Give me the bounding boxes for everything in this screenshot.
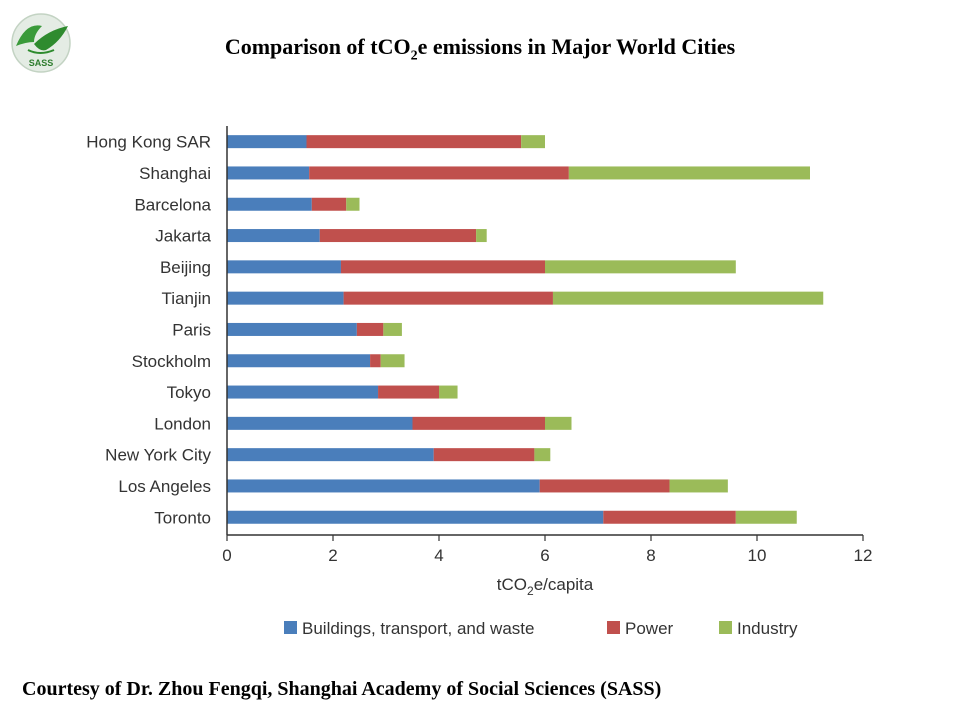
bar-segment-industry [383,322,402,336]
x-tick-label: 6 [540,546,549,565]
category-label: London [154,414,211,433]
x-tick-label: 12 [854,546,873,565]
bar-segment-industry [568,166,810,180]
bar-segment-buildings [227,510,604,524]
x-tick-label: 4 [434,546,443,565]
bar-segment-power [311,197,347,211]
bar-segment-power [343,291,553,305]
bar-segment-buildings [227,166,310,180]
bar-segment-buildings [227,197,312,211]
legend-swatch [607,621,620,634]
bar-segment-power [603,510,736,524]
bar-segment-industry [534,448,551,462]
bar-segment-buildings [227,260,341,274]
category-label: Shanghai [139,164,211,183]
bar-segment-industry [346,197,360,211]
bar-segment-industry [521,135,545,149]
bar-segment-buildings [227,322,357,336]
bar-segment-power [370,354,381,368]
bar-segment-industry [545,416,572,430]
bar-segment-industry [669,479,728,493]
bar-group [227,135,824,524]
bar-segment-power [539,479,670,493]
category-label: Paris [172,320,211,339]
bar-segment-industry [476,229,487,243]
category-label: Tokyo [167,383,211,402]
x-tick-label: 10 [748,546,767,565]
bar-segment-buildings [227,479,540,493]
category-label: Jakarta [155,227,211,246]
footer-credit: Courtesy of Dr. Zhou Fengqi, Shanghai Ac… [22,678,662,700]
x-tick-label: 8 [646,546,655,565]
bar-segment-industry [552,291,824,305]
title-text-post: e emissions in Major World Cities [417,34,736,59]
x-axis-label: tCO2e/capita [497,575,594,598]
category-label: Barcelona [134,195,211,214]
bar-segment-power [378,385,439,399]
bar-segment-industry [439,385,458,399]
legend-swatch [284,621,297,634]
category-label: Toronto [154,508,211,527]
bar-segment-power [319,229,477,243]
bar-segment-power [356,322,384,336]
title-subscript: 2 [410,48,418,64]
page-title: Comparison of tCO2e emissions in Major W… [0,34,960,64]
x-axis-ticks: 0 2 4 6 8 10 12 [222,535,872,565]
bar-segment-buildings [227,385,379,399]
category-label: Los Angeles [118,477,211,496]
x-tick-label: 2 [328,546,337,565]
category-label: New York City [105,446,211,465]
legend-label: Industry [737,619,798,638]
sass-logo: SASS [11,13,71,73]
legend: Buildings, transport, and waste Power Indu… [284,619,798,638]
bar-segment-buildings [227,135,307,149]
bar-segment-industry [545,260,736,274]
title-text-pre: Comparison of tCO [224,34,411,59]
category-label: Stockholm [132,352,211,371]
bar-segment-power [412,416,545,430]
bar-segment-power [433,448,535,462]
bar-segment-buildings [227,416,413,430]
bar-segment-power [306,135,522,149]
bar-segment-industry [735,510,797,524]
legend-swatch [719,621,732,634]
bar-segment-buildings [227,448,434,462]
bar-segment-buildings [227,229,320,243]
logo-text: SASS [29,58,54,68]
category-label: Beijing [160,258,211,277]
category-label: Tianjin [162,289,211,308]
legend-label: Buildings, transport, and waste [302,619,534,638]
legend-label: Power [625,619,674,638]
bar-segment-buildings [227,354,371,368]
bar-segment-power [309,166,569,180]
x-tick-label: 0 [222,546,231,565]
bar-segment-industry [380,354,405,368]
category-label: Hong Kong SAR [86,133,211,152]
category-labels: Hong Kong SAR Shanghai Barcelona Jakarta Bei… [86,133,211,528]
bar-segment-power [340,260,545,274]
bar-segment-buildings [227,291,344,305]
